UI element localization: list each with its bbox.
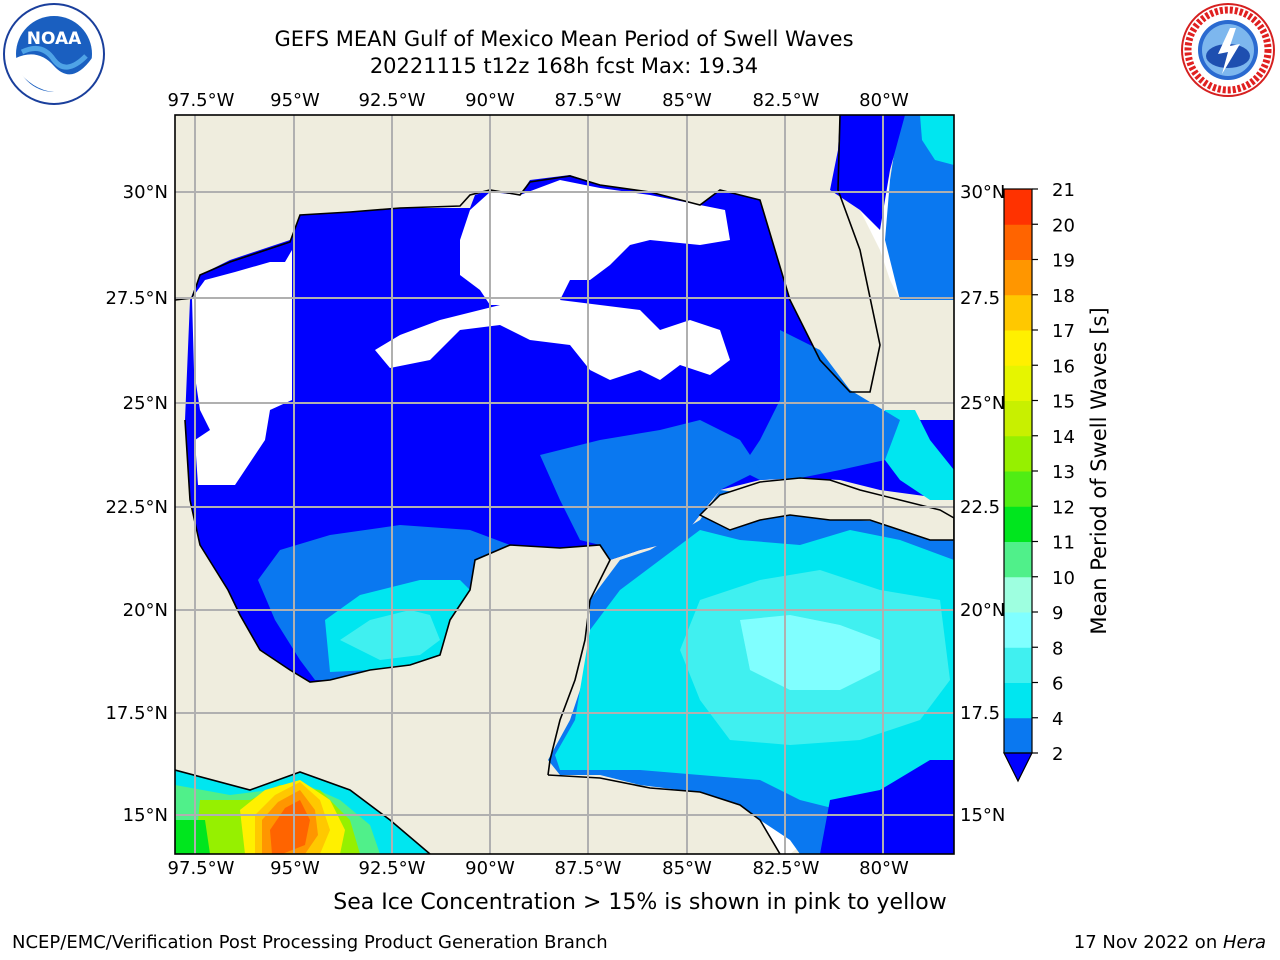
colorbar-tick-label: 20 — [1052, 215, 1075, 236]
colorbar-segment — [1004, 224, 1032, 260]
colorbar-segment — [1004, 647, 1032, 683]
colorbar-tick-label: 21 — [1052, 180, 1075, 201]
lon-label-bottom: 97.5°W — [168, 858, 235, 879]
lon-label-bottom: 85°W — [662, 858, 712, 879]
noaa-logo-icon: NOAA — [3, 3, 105, 105]
lon-label-top: 92.5°W — [359, 90, 426, 111]
colorbar-tick-label: 13 — [1052, 462, 1075, 483]
lon-label-bottom: 92.5°W — [359, 858, 426, 879]
footer-date: 17 Nov 2022 on — [1073, 932, 1223, 953]
colorbar-tick-label: 14 — [1052, 427, 1075, 448]
map-frame — [174, 114, 955, 855]
lat-label-right: 20°N — [960, 600, 1005, 621]
colorbar-segment — [1004, 294, 1032, 331]
atlantic-east-2 — [830, 115, 905, 230]
colorbar: 2 4 6 8 9 10 11 12 13 14 15 16 17 18 19 20 21 — [1003, 180, 1075, 783]
lon-label-bottom: 82.5°W — [753, 858, 820, 879]
colorbar-tick-label: 19 — [1052, 251, 1075, 272]
lon-label-top: 90°W — [465, 90, 515, 111]
nodata-north-2 — [375, 300, 730, 380]
lon-label-top: 97.5°W — [168, 90, 235, 111]
lon-label-top: 85°W — [662, 90, 712, 111]
colorbar-tick-label: 15 — [1052, 392, 1075, 413]
lat-label-right: 17.5 — [960, 703, 1000, 724]
ice-note: Sea Ice Concentration > 15% is shown in … — [333, 890, 947, 915]
lon-label-top: 82.5°W — [753, 90, 820, 111]
lon-label-bottom: 95°W — [270, 858, 320, 879]
lon-label-top: 95°W — [270, 90, 320, 111]
colorbar-tick-label: 8 — [1052, 638, 1063, 659]
atlantic-east — [885, 115, 954, 300]
footer-left: NCEP/EMC/Verification Post Processing Pr… — [12, 932, 608, 953]
colorbar-segment — [1004, 435, 1032, 472]
colorbar-segment — [1004, 400, 1032, 437]
nodata-north — [460, 180, 730, 305]
caribbean — [540, 420, 760, 560]
footer-machine: Hera — [1222, 932, 1266, 953]
lat-label-left: 17.5°N — [105, 703, 168, 724]
noaa-logo-text: NOAA — [27, 29, 82, 49]
colorbar-under-arrow — [1003, 752, 1033, 783]
chart-subtitle: 20221115 t12z 168h fcst Max: 19.34 — [369, 54, 759, 78]
colorbar-tick-label: 16 — [1052, 356, 1075, 377]
colorbar-segment — [1004, 682, 1032, 719]
lat-label-right: 27.5 — [960, 288, 1000, 309]
colorbar-tick-label: 9 — [1052, 603, 1063, 624]
nws-logo-icon — [1181, 3, 1275, 97]
colorbar-tick-label: 2 — [1052, 744, 1063, 765]
lat-label-left: 15°N — [123, 805, 168, 826]
lon-label-bottom: 87.5°W — [555, 858, 622, 879]
colorbar-segment — [1004, 259, 1032, 296]
colorbar-segment — [1004, 330, 1032, 366]
lon-label-bottom: 90°W — [465, 858, 515, 879]
colorbar-label: Mean Period of Swell Waves [s] — [1087, 307, 1111, 634]
colorbar-tick-label: 11 — [1052, 533, 1075, 554]
lat-label-left: 22.5°N — [105, 497, 168, 518]
colorbar-tick-label: 10 — [1052, 568, 1075, 589]
lat-label-left: 20°N — [123, 600, 168, 621]
colorbar-segment — [1004, 189, 1032, 225]
lon-label-top: 87.5°W — [555, 90, 622, 111]
lat-label-right: 30°N — [960, 182, 1005, 203]
lat-label-right: 15°N — [960, 805, 1005, 826]
colorbar-segment — [1004, 506, 1032, 542]
coastlines — [175, 115, 881, 854]
lon-label-bottom: 80°W — [859, 858, 909, 879]
colorbar-tick-label: 12 — [1052, 497, 1075, 518]
colorbar-segment — [1004, 541, 1032, 578]
chart-title: GEFS MEAN Gulf of Mexico Mean Period of … — [274, 27, 854, 51]
colorbar-segment — [1004, 576, 1032, 613]
lat-label-left: 27.5°N — [105, 288, 168, 309]
lat-label-left: 30°N — [123, 182, 168, 203]
colorbar-tick-label: 17 — [1052, 321, 1075, 342]
lat-label-right: 25°N — [960, 393, 1005, 414]
colorbar-tick-label: 6 — [1052, 674, 1063, 695]
colorbar-segment — [1004, 612, 1032, 648]
footer-right: 17 Nov 2022 on Hera — [1074, 932, 1266, 953]
colorbar-segment — [1004, 471, 1032, 507]
colorbar-tick-label: 4 — [1052, 709, 1063, 730]
lat-label-left: 25°N — [123, 393, 168, 414]
colorbar-segment — [1004, 717, 1032, 754]
lat-label-right: 22.5 — [960, 497, 1000, 518]
colorbar-tick-label: 18 — [1052, 286, 1075, 307]
gridlines — [175, 115, 954, 854]
nodata-west — [192, 250, 292, 485]
lon-label-top: 80°W — [859, 90, 909, 111]
colorbar-segment — [1004, 365, 1032, 401]
